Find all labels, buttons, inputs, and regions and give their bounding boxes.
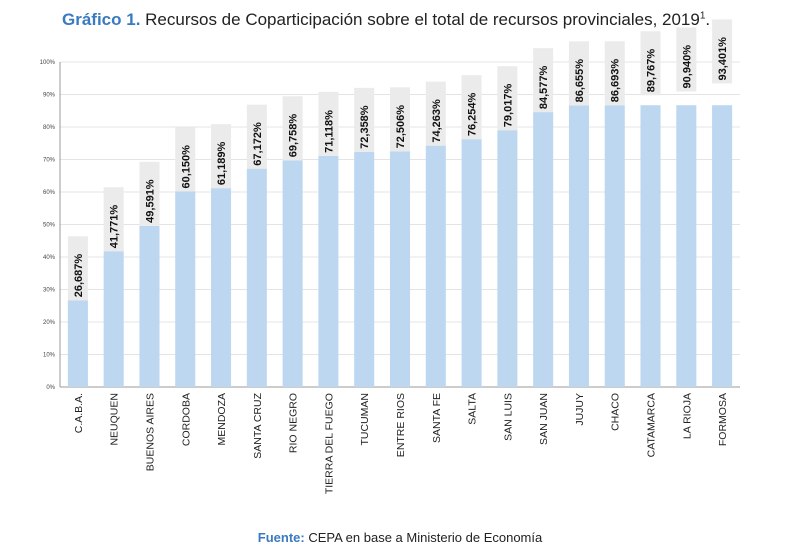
bar [354, 151, 375, 387]
bar [640, 105, 661, 387]
data-label: 84,577% [538, 65, 550, 109]
y-tick-label: 100% [40, 60, 56, 66]
bar [604, 105, 625, 388]
x-tick-label: MENDOZA [216, 393, 228, 446]
x-tick-label: FORMOSA [717, 393, 729, 446]
data-label-box [139, 161, 160, 226]
y-tick-label: 60% [43, 190, 56, 196]
chart-title-label: Gráfico 1. [62, 10, 141, 29]
chart-title: Gráfico 1. Recursos de Coparticipación s… [62, 10, 782, 30]
x-tick-label: TUCUMAN [359, 393, 371, 446]
data-label: 74,263% [431, 99, 443, 143]
data-label: 76,254% [467, 93, 479, 137]
x-tick-label: ENTRE RIOS [395, 393, 407, 457]
x-tick-label: SAN JUAN [538, 393, 550, 445]
data-label: 86,655% [574, 59, 586, 103]
data-label: 89,767% [646, 49, 658, 93]
y-tick-label: 20% [43, 320, 56, 326]
data-label-box [461, 75, 482, 140]
x-tick-label: CHACO [610, 393, 622, 431]
x-tick-label: SANTA FE [431, 393, 443, 443]
x-tick-label: JUJUY [574, 393, 586, 426]
bar [676, 105, 697, 387]
source-note: Fuente: CEPA en base a Ministerio de Eco… [0, 530, 800, 545]
y-tick-label: 40% [43, 255, 56, 261]
data-label-box [604, 41, 625, 106]
bar [175, 191, 196, 387]
data-label-box [246, 104, 267, 169]
data-label: 86,693% [610, 59, 622, 103]
data-label-box [282, 96, 303, 161]
y-tick-label: 50% [43, 223, 56, 229]
data-label: 69,758% [288, 114, 300, 158]
y-tick-label: 30% [43, 288, 56, 294]
data-label-box [103, 187, 124, 252]
data-label-box [640, 31, 661, 96]
x-tick-label: C.A.B.A. [73, 393, 85, 433]
data-label: 90,940% [681, 45, 693, 89]
data-label: 71,118% [323, 110, 335, 153]
bar [568, 105, 589, 387]
x-tick-label: SALTA [467, 393, 479, 425]
data-label: 49,591% [144, 179, 156, 223]
bar [67, 300, 88, 387]
bar [712, 105, 733, 387]
data-label: 67,172% [252, 122, 264, 166]
data-label-box [175, 127, 196, 192]
bar [318, 155, 339, 387]
chart-title-text: Recursos de Coparticipación sobre el tot… [145, 10, 700, 29]
data-label-box [712, 19, 733, 84]
data-label: 41,771% [109, 205, 121, 249]
chart-title-footnote: 1 [699, 10, 706, 22]
source-label: Fuente: [257, 530, 305, 545]
chart-title-end: . [705, 10, 711, 29]
y-tick-label: 0% [46, 385, 55, 391]
x-tick-label: NEUQUEN [109, 393, 121, 446]
data-label: 72,358% [359, 105, 371, 149]
data-label-box [390, 87, 410, 152]
data-label: 79,017% [502, 84, 514, 128]
x-tick-label: LA RIOJA [681, 393, 693, 439]
data-label-box [533, 48, 554, 113]
data-label-box [568, 41, 589, 106]
data-label-box [318, 91, 339, 156]
bar [282, 160, 303, 387]
x-tick-label: RIO NEGRO [288, 393, 300, 453]
data-label-box [497, 66, 518, 131]
data-label-box [354, 87, 375, 152]
data-label: 26,687% [73, 254, 85, 298]
bar [246, 168, 267, 387]
x-tick-label: CORDOBA [180, 393, 192, 446]
data-label-box [211, 124, 232, 189]
bar [461, 139, 482, 387]
bar [389, 151, 411, 387]
y-tick-label: 80% [43, 125, 56, 131]
bar [103, 251, 124, 387]
data-label: 61,189% [216, 141, 228, 185]
bar [139, 225, 160, 387]
x-tick-label: SANTA CRUZ [252, 392, 264, 458]
y-tick-label: 70% [43, 158, 56, 164]
data-label-box [676, 27, 697, 92]
bar [533, 112, 554, 387]
data-label-box [425, 81, 446, 146]
data-label-box [67, 236, 88, 301]
source-text: CEPA en base a Ministerio de Economía [308, 530, 543, 545]
bar [211, 188, 232, 387]
y-tick-label: 90% [43, 93, 56, 99]
x-tick-label: BUENOS AIRES [144, 393, 156, 471]
data-label: 60,150% [180, 145, 192, 189]
data-label: 72,506% [395, 105, 407, 149]
bar [425, 145, 446, 387]
x-tick-label: CATAMARCA [646, 393, 658, 457]
y-tick-label: 10% [43, 353, 56, 359]
x-tick-label: SAN LUIS [502, 393, 514, 441]
bar-chart: 0% 10% 20% 30% 40% 50% 60% 70% 80% 90% 100% 26,687%… [40, 19, 740, 494]
x-tick-label: TIERRA DEL FUEGO [323, 393, 335, 494]
bar [497, 130, 518, 387]
data-label: 93,401% [717, 37, 729, 81]
